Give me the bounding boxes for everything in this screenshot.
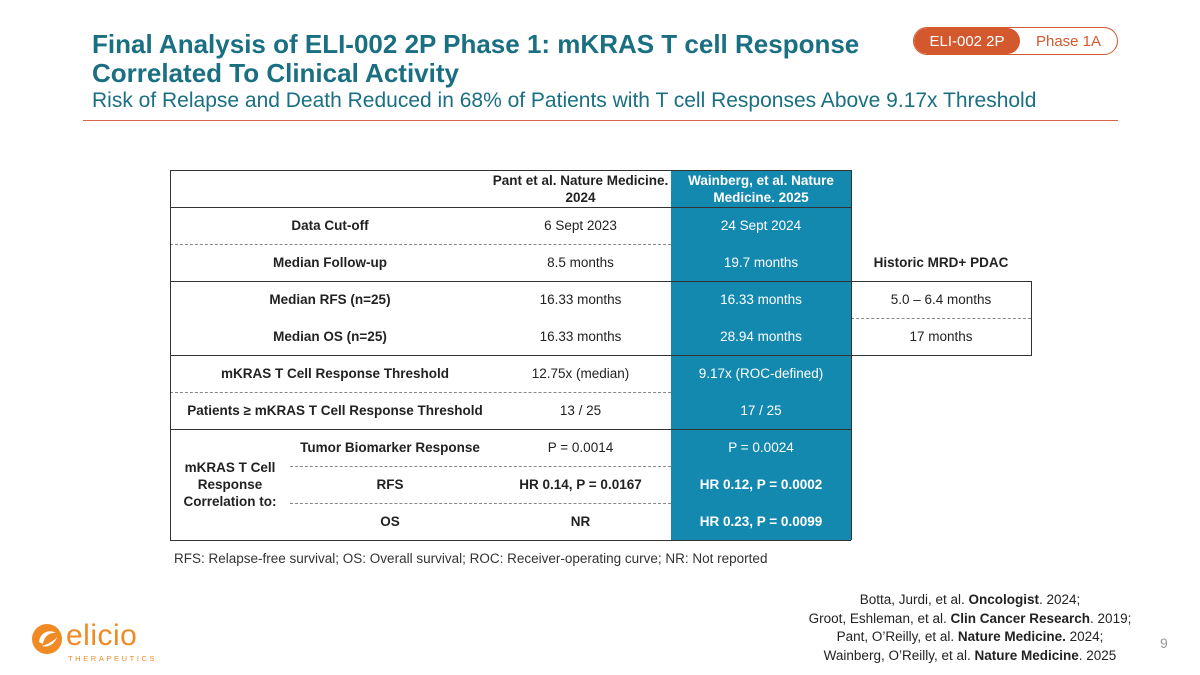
corr-label-rfs: RFS	[376, 477, 404, 492]
logo-tagline: THERAPEUTICS	[68, 654, 158, 663]
row-divider	[290, 466, 671, 467]
row-label-threshold: mKRAS T Cell Response Threshold	[220, 366, 450, 381]
logo-mark-icon	[32, 624, 62, 654]
col-header-pant: Pant et al. Nature Medicine. 2024	[492, 172, 669, 205]
abbreviations-footnote: RFS: Relapse-free survival; OS: Overall …	[174, 551, 768, 566]
corr-label-biomarker: Tumor Biomarker Response	[300, 440, 480, 455]
corr-label-os: OS	[380, 514, 400, 529]
corr-biomarker-wainberg: P = 0.0024	[671, 429, 851, 466]
reference-item: Groot, Eshleman, et al. Clin Cancer Rese…	[808, 610, 1132, 626]
corr-rfs-pant: HR 0.14, P = 0.0167	[519, 477, 642, 492]
badge-phase: Phase 1A	[1035, 32, 1102, 50]
comparison-table: Pant et al. Nature Medicine. 2024 Wainbe…	[170, 170, 1032, 541]
badge-program: ELI-002 2P	[914, 28, 1020, 54]
reference-item: Wainberg, O’Reilly, et al. Nature Medici…	[823, 647, 1117, 663]
table-border	[170, 170, 171, 540]
row-divider	[851, 318, 1031, 319]
corr-os-pant: NR	[570, 514, 591, 529]
table-border	[170, 429, 851, 430]
row-divider	[290, 503, 671, 504]
elicio-logo: elicio THERAPEUTICS	[30, 619, 160, 666]
row-divider	[170, 244, 671, 245]
os-historic: 17 months	[909, 329, 973, 344]
corr-os-wainberg: HR 0.23, P = 0.0099	[671, 503, 851, 540]
page-title: Final Analysis of ELI-002 2P Phase 1: mK…	[92, 29, 860, 88]
patients-wainberg: 17 / 25	[671, 392, 851, 429]
os-pant: 16.33 months	[539, 329, 622, 344]
reference-item: Pant, O’Reilly, et al. Nature Medicine. …	[836, 629, 1104, 644]
page-subtitle: Risk of Relapse and Death Reduced in 68%…	[92, 89, 1037, 112]
row-label-patients: Patients ≥ mKRAS T Cell Response Thresho…	[187, 403, 483, 418]
patients-pant: 13 / 25	[559, 403, 602, 418]
followup-pant: 8.5 months	[547, 255, 614, 270]
table-border	[170, 170, 851, 171]
corr-rfs-wainberg: HR 0.12, P = 0.0002	[671, 466, 851, 503]
row-label-cutoff: Data Cut-off	[291, 218, 369, 233]
rfs-historic: 5.0 – 6.4 months	[890, 292, 992, 307]
row-label-followup: Median Follow-up	[273, 255, 387, 270]
threshold-wainberg: 9.17x (ROC-defined)	[671, 355, 851, 392]
title-divider	[83, 120, 1118, 121]
corr-biomarker-pant: P = 0.0014	[547, 440, 614, 455]
table-border	[170, 540, 851, 541]
cutoff-pant: 6 Sept 2023	[544, 218, 617, 233]
correlation-group-label: mKRAS T Cell Response Correlation to:	[183, 460, 277, 509]
row-label-rfs: Median RFS (n=25)	[269, 292, 391, 307]
os-wainberg: 28.94 months	[671, 318, 851, 355]
threshold-pant: 12.75x (median)	[531, 366, 630, 381]
rfs-wainberg: 16.33 months	[671, 281, 851, 318]
table-border	[851, 170, 852, 540]
page-number: 9	[1160, 635, 1168, 651]
table-border	[170, 355, 1032, 356]
row-divider	[170, 392, 671, 393]
table-border	[1031, 281, 1032, 355]
table-border	[170, 207, 851, 208]
logo-wordmark: elicio	[66, 619, 138, 652]
phase-badge: ELI-002 2P Phase 1A	[913, 27, 1118, 55]
col-header-historic: Historic MRD+ PDAC	[873, 255, 1009, 270]
references: Botta, Jurdi, et al. Oncologist. 2024; G…	[805, 591, 1135, 665]
reference-item: Botta, Jurdi, et al. Oncologist. 2024;	[859, 592, 1081, 607]
table-border	[170, 281, 1032, 282]
cutoff-wainberg: 24 Sept 2024	[671, 207, 851, 244]
followup-wainberg: 19.7 months	[671, 244, 851, 281]
rfs-pant: 16.33 months	[539, 292, 622, 307]
row-label-os: Median OS (n=25)	[273, 329, 387, 344]
col-header-wainberg: Wainberg, et al. Nature Medicine. 2025	[671, 170, 851, 207]
